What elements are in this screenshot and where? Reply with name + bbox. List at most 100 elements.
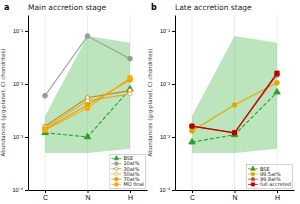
marker	[274, 88, 280, 94]
plot-area	[42, 34, 133, 153]
legend-box	[110, 154, 146, 188]
marker	[190, 129, 195, 134]
line	[45, 89, 130, 137]
marker	[232, 103, 237, 108]
tick-label: 10⁻¹	[160, 28, 170, 34]
title: Main accretion stage	[28, 3, 107, 12]
line	[192, 92, 277, 142]
marker	[275, 71, 279, 75]
marker	[85, 34, 90, 39]
tick-mark	[172, 137, 175, 138]
tick-label: 10⁻²	[160, 81, 170, 87]
tick-mark	[277, 190, 278, 193]
tick-label: H	[128, 194, 133, 201]
tick-label: H	[275, 194, 280, 201]
y-tick: 10⁻³	[160, 134, 175, 140]
tick-mark	[25, 84, 28, 85]
y-tick: 10⁻²	[13, 81, 28, 87]
legend: BSE99.5at%99.8at%full accreted	[246, 165, 292, 189]
legend-label: MO final	[123, 181, 144, 187]
marker	[128, 76, 132, 80]
y-tick: 10⁻²	[160, 81, 175, 87]
legend-marker	[115, 172, 118, 175]
y-tick: 10⁻¹	[13, 28, 28, 34]
legend-item: MO final	[111, 181, 144, 187]
y-axis: 10⁻⁴ 10⁻³ 10⁻² 10⁻¹	[160, 16, 176, 194]
plot-area	[189, 36, 280, 153]
marker	[231, 131, 237, 137]
legend-label: full accreted	[260, 181, 291, 187]
x-tick: N	[85, 190, 90, 201]
tick-label: C	[43, 194, 48, 201]
tick-mark	[25, 190, 28, 191]
legend-item: full accreted	[248, 181, 291, 187]
legend-box	[246, 165, 292, 189]
legend-marker	[115, 177, 119, 181]
line	[192, 75, 277, 133]
tick-label: 10⁻⁴	[13, 187, 24, 193]
y-tick: 10⁻¹	[160, 28, 175, 34]
tick-mark	[45, 190, 46, 193]
panel: 10⁻⁴ 10⁻³ 10⁻² 10⁻¹ C N H Abundances (g/g-plane…	[0, 3, 148, 201]
marker	[190, 124, 195, 129]
marker	[85, 106, 89, 110]
tick-mark	[88, 190, 89, 193]
legend-marker	[115, 167, 118, 170]
x-axis: CNH	[176, 190, 295, 201]
x-tick: H	[128, 190, 133, 201]
chart: 10⁻⁴ 10⁻³ 10⁻² 10⁻¹ C N H Abundances (g/g-plane…	[0, 0, 300, 204]
legend-marker	[251, 166, 256, 170]
tick-label: N	[85, 194, 90, 201]
tick-mark	[25, 137, 28, 138]
tick-mark	[25, 31, 28, 32]
grid-line	[192, 15, 193, 190]
marker	[128, 56, 133, 61]
line	[192, 73, 277, 133]
tick-mark	[192, 190, 193, 193]
marker	[43, 128, 47, 132]
x-tick: C	[190, 190, 195, 201]
x-tick: H	[275, 190, 280, 201]
line	[45, 78, 130, 130]
tick-label: 10⁻³	[13, 134, 23, 140]
marker	[189, 138, 195, 144]
tick-label: N	[232, 194, 237, 201]
tick-mark	[172, 31, 175, 32]
marker	[128, 92, 132, 96]
legend: BSE10at%30at%50at%70at%MO final	[110, 154, 146, 188]
tick-label: 10⁻¹	[13, 28, 23, 34]
tick-label: 10⁻⁴	[160, 187, 171, 193]
panel: 10⁻⁴10⁻³10⁻²10⁻¹CNHAbundances (g/g-plane…	[147, 3, 295, 201]
x-axis: CNH	[29, 190, 148, 201]
y-axis: 10⁻⁴ 10⁻³ 10⁻² 10⁻¹	[13, 16, 29, 194]
legend-marker	[251, 172, 255, 176]
marker	[232, 131, 236, 135]
tick-mark	[172, 84, 175, 85]
grid	[45, 15, 130, 190]
y-tick: 10⁻⁴	[160, 187, 175, 193]
marker	[190, 124, 194, 128]
legend-marker	[115, 183, 118, 186]
y-axis-title: Abundances (g/g-planet, CI chondrites)	[0, 49, 7, 157]
legend-marker	[251, 177, 255, 181]
grid-line	[45, 15, 46, 190]
tick-label: 10⁻²	[13, 81, 23, 87]
marker	[84, 133, 90, 139]
axis-line	[28, 16, 29, 191]
panel-label: b	[151, 3, 157, 12]
tick-label: C	[190, 194, 195, 201]
marker	[43, 93, 48, 98]
y-tick: 10⁻³	[13, 134, 28, 140]
band	[192, 36, 277, 153]
tick-label: 10⁻³	[160, 134, 170, 140]
legend-marker	[115, 162, 119, 166]
marker	[43, 127, 48, 132]
tick-mark	[172, 190, 175, 191]
line	[192, 83, 277, 131]
title: Late accretion stage	[175, 3, 252, 12]
tick-mark	[235, 190, 236, 193]
tick-mark	[130, 190, 131, 193]
marker	[232, 130, 237, 135]
y-tick: 10⁻⁴	[13, 187, 28, 193]
x-tick: C	[43, 190, 48, 201]
